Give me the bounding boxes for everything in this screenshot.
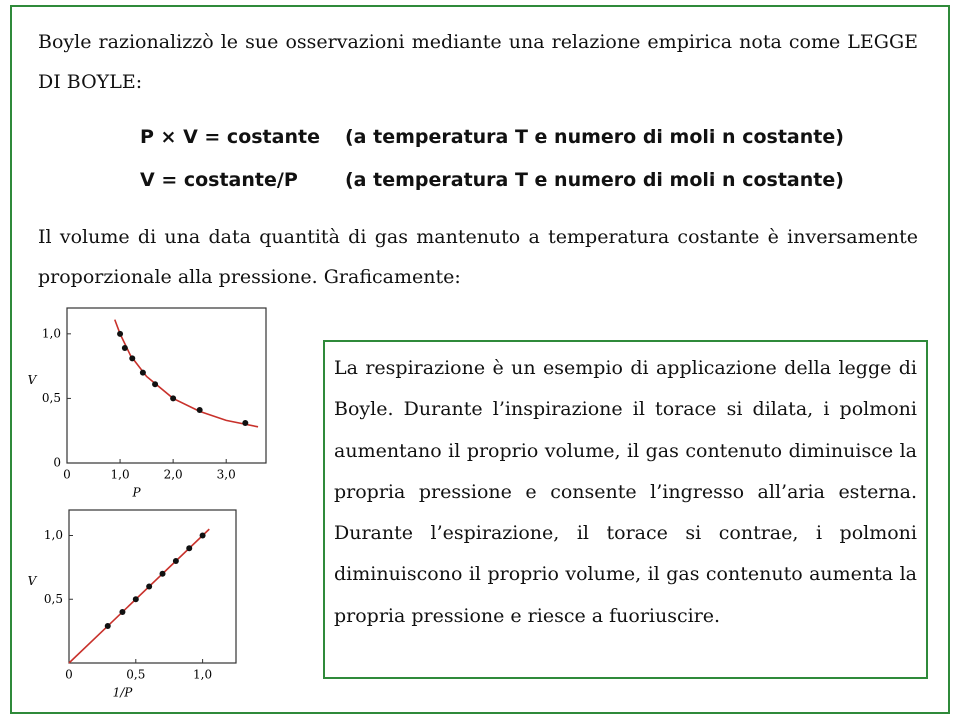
chart: 0 0,5 1,0 0,5 1,0 1/P V <box>28 509 237 700</box>
y-axis-label: V <box>28 574 38 588</box>
y-tick-label: 1,0 <box>44 528 63 542</box>
data-point <box>104 623 111 630</box>
x-axis-label: P <box>131 486 141 500</box>
x-tick-label: 1,0 <box>193 668 212 682</box>
slide-frame <box>10 5 950 714</box>
y-tick-label: 0 <box>53 456 61 470</box>
note-box: La respirazione è un esempio di applicaz… <box>323 340 928 679</box>
x-tick-label: 0,5 <box>126 668 145 682</box>
x-axis-label: 1/P <box>113 686 134 700</box>
data-point <box>170 395 177 402</box>
data-point <box>121 345 128 352</box>
equation-left: V = costante/P <box>140 169 298 191</box>
x-tick-label: 0 <box>65 668 73 682</box>
data-point <box>119 609 126 615</box>
chart: 0 1,0 2,0 3,000,51,0PV <box>28 307 267 500</box>
plot-frame <box>68 509 237 664</box>
data-point <box>117 330 124 337</box>
plot-frame <box>66 307 267 464</box>
fit-line <box>68 528 210 664</box>
x-tick-label: 3,0 <box>217 468 236 482</box>
x-tick-label: 0 <box>63 468 71 482</box>
x-tick-label: 2,0 <box>164 468 183 482</box>
data-point <box>242 419 249 426</box>
data-point <box>172 558 179 564</box>
data-point <box>146 583 153 590</box>
y-tick-label: 0,5 <box>44 592 63 606</box>
data-point <box>139 369 146 376</box>
data-point <box>132 596 139 603</box>
data-point <box>186 545 193 552</box>
y-axis-label: V <box>28 373 38 387</box>
intro: Boyle razionalizzò le sue osservazioni m… <box>38 31 918 93</box>
data-point <box>199 532 206 539</box>
data-point <box>159 570 166 577</box>
fit-line <box>114 319 259 428</box>
statement: Il volume di una data quantità di gas ma… <box>38 226 918 288</box>
y-tick-label: 0,5 <box>42 391 61 405</box>
data-point <box>196 407 203 414</box>
data-point <box>152 381 159 388</box>
equation-note: (a temperatura T e numero di moli n cost… <box>345 169 844 191</box>
y-tick-label: 1,0 <box>42 326 61 340</box>
equation-note: (a temperatura T e numero di moli n cost… <box>345 126 844 148</box>
data-point <box>129 355 136 362</box>
x-tick-label: 1,0 <box>111 468 130 482</box>
equation-left: P × V = costante <box>140 126 320 148</box>
